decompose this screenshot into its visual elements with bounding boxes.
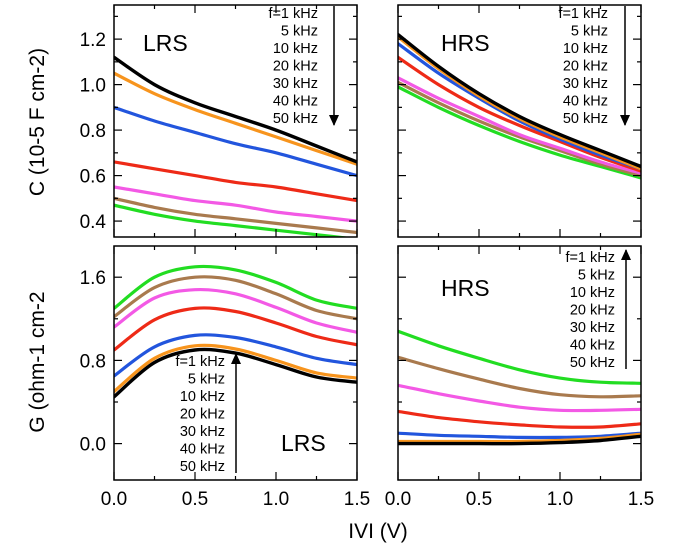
legend-entry: 10 kHz (180, 389, 225, 405)
series-line-10-khz (114, 105, 357, 178)
x-tick-label: 0.0 (385, 489, 411, 510)
series-line-5-khz (114, 343, 357, 394)
y-axis-label-capacitance: C (10-5 F cm-2) (26, 48, 49, 196)
x-tick-label: 1.5 (344, 489, 370, 510)
y-tick-label: 0.6 (80, 167, 106, 188)
series-line-5-khz (398, 35, 641, 171)
y-tick-label: 0.8 (80, 121, 106, 142)
legend-entry: 40 kHz (273, 94, 318, 110)
x-tick-label: 1.0 (547, 489, 573, 510)
legend-entry: 5 kHz (571, 24, 608, 40)
legend-entry: 40 kHz (570, 338, 615, 354)
legend-entry: f=1 kHz (268, 6, 318, 22)
series-line-20-khz (398, 409, 641, 429)
legend-entry: 10 kHz (563, 41, 608, 57)
series-group (114, 264, 357, 399)
y-tick-label: 1.2 (80, 30, 106, 51)
x-tick-label: 0.0 (101, 489, 127, 510)
legend-arrow-head (231, 353, 241, 364)
series-line-20-khz (398, 55, 641, 173)
series-line-1-khz (398, 32, 641, 169)
series-line-20-khz (114, 306, 357, 352)
x-axis-label: IVI (V) (348, 520, 408, 543)
legend-entry: 50 kHz (273, 111, 318, 127)
series-line-30-khz (398, 76, 641, 175)
series-line-5-khz (398, 432, 641, 444)
y-tick-label: 0.4 (80, 212, 107, 233)
state-annotation: HRS (441, 30, 490, 56)
series-line-40-khz (114, 275, 357, 321)
legend-entry: 30 kHz (563, 76, 608, 92)
series-line-30-khz (114, 287, 357, 334)
series-line-40-khz (398, 80, 641, 178)
series-line-20-khz (114, 160, 357, 203)
legend-arrow-head (620, 115, 630, 126)
series-line-50-khz (114, 264, 357, 310)
series-line-50-khz (398, 85, 641, 180)
y-axis-label-conductance: G (ohm-1 cm-2 (26, 291, 49, 432)
legend-entry: 20 kHz (180, 407, 225, 423)
series-line-30-khz (114, 185, 357, 223)
series-group (398, 32, 641, 180)
series-group (398, 329, 641, 446)
series-line-10-khz (398, 42, 641, 171)
legend-entry: 30 kHz (180, 424, 225, 440)
y-tick-label: 1.6 (80, 268, 106, 289)
series-line-1-khz (398, 434, 641, 446)
legend-entry: 5 kHz (188, 372, 225, 388)
legend-arrow-head (621, 249, 631, 260)
legend-entry: 50 kHz (180, 459, 225, 475)
series-line-1-khz (114, 55, 357, 164)
x-tick-label: 1.0 (263, 489, 289, 510)
y-tick-label: 0.0 (80, 435, 106, 456)
legend-entry: f=1 kHz (558, 6, 608, 22)
series-line-30-khz (398, 383, 641, 413)
series-line-10-khz (114, 333, 357, 378)
series-line-40-khz (398, 355, 641, 399)
x-tick-label: 0.5 (466, 489, 492, 510)
x-tick-label: 1.5 (628, 489, 654, 510)
y-tick-label: 0.8 (80, 351, 106, 372)
legend-entry: 40 kHz (563, 94, 608, 110)
state-annotation: LRS (143, 30, 188, 56)
series-line-50-khz (398, 329, 641, 385)
legend-entry: 5 kHz (281, 24, 318, 40)
legend-entry: 50 kHz (563, 111, 608, 127)
legend-entry: f=1 kHz (175, 354, 225, 370)
legend-entry: 20 kHz (273, 59, 318, 75)
legend-entry: 50 kHz (570, 355, 615, 371)
state-annotation: LRS (281, 430, 326, 456)
legend-arrow-head (329, 115, 339, 126)
legend-entry: 5 kHz (578, 268, 615, 284)
x-tick-label: 0.5 (182, 489, 208, 510)
legend-entry: f=1 kHz (565, 250, 615, 266)
series-line-40-khz (114, 196, 357, 235)
legend-entry: 20 kHz (570, 303, 615, 319)
legend-entry: 10 kHz (570, 285, 615, 301)
legend-entry: 40 kHz (180, 442, 225, 458)
legend-entry: 10 kHz (273, 41, 318, 57)
series-line-5-khz (114, 71, 357, 166)
legend-entry: 30 kHz (273, 76, 318, 92)
series-line-10-khz (398, 431, 641, 440)
series-line-1-khz (114, 347, 357, 399)
legend-entry: 30 kHz (570, 320, 615, 336)
legend-entry: 20 kHz (563, 59, 608, 75)
y-tick-label: 1.0 (80, 76, 106, 97)
series-group (114, 55, 357, 237)
state-annotation: HRS (441, 275, 490, 301)
